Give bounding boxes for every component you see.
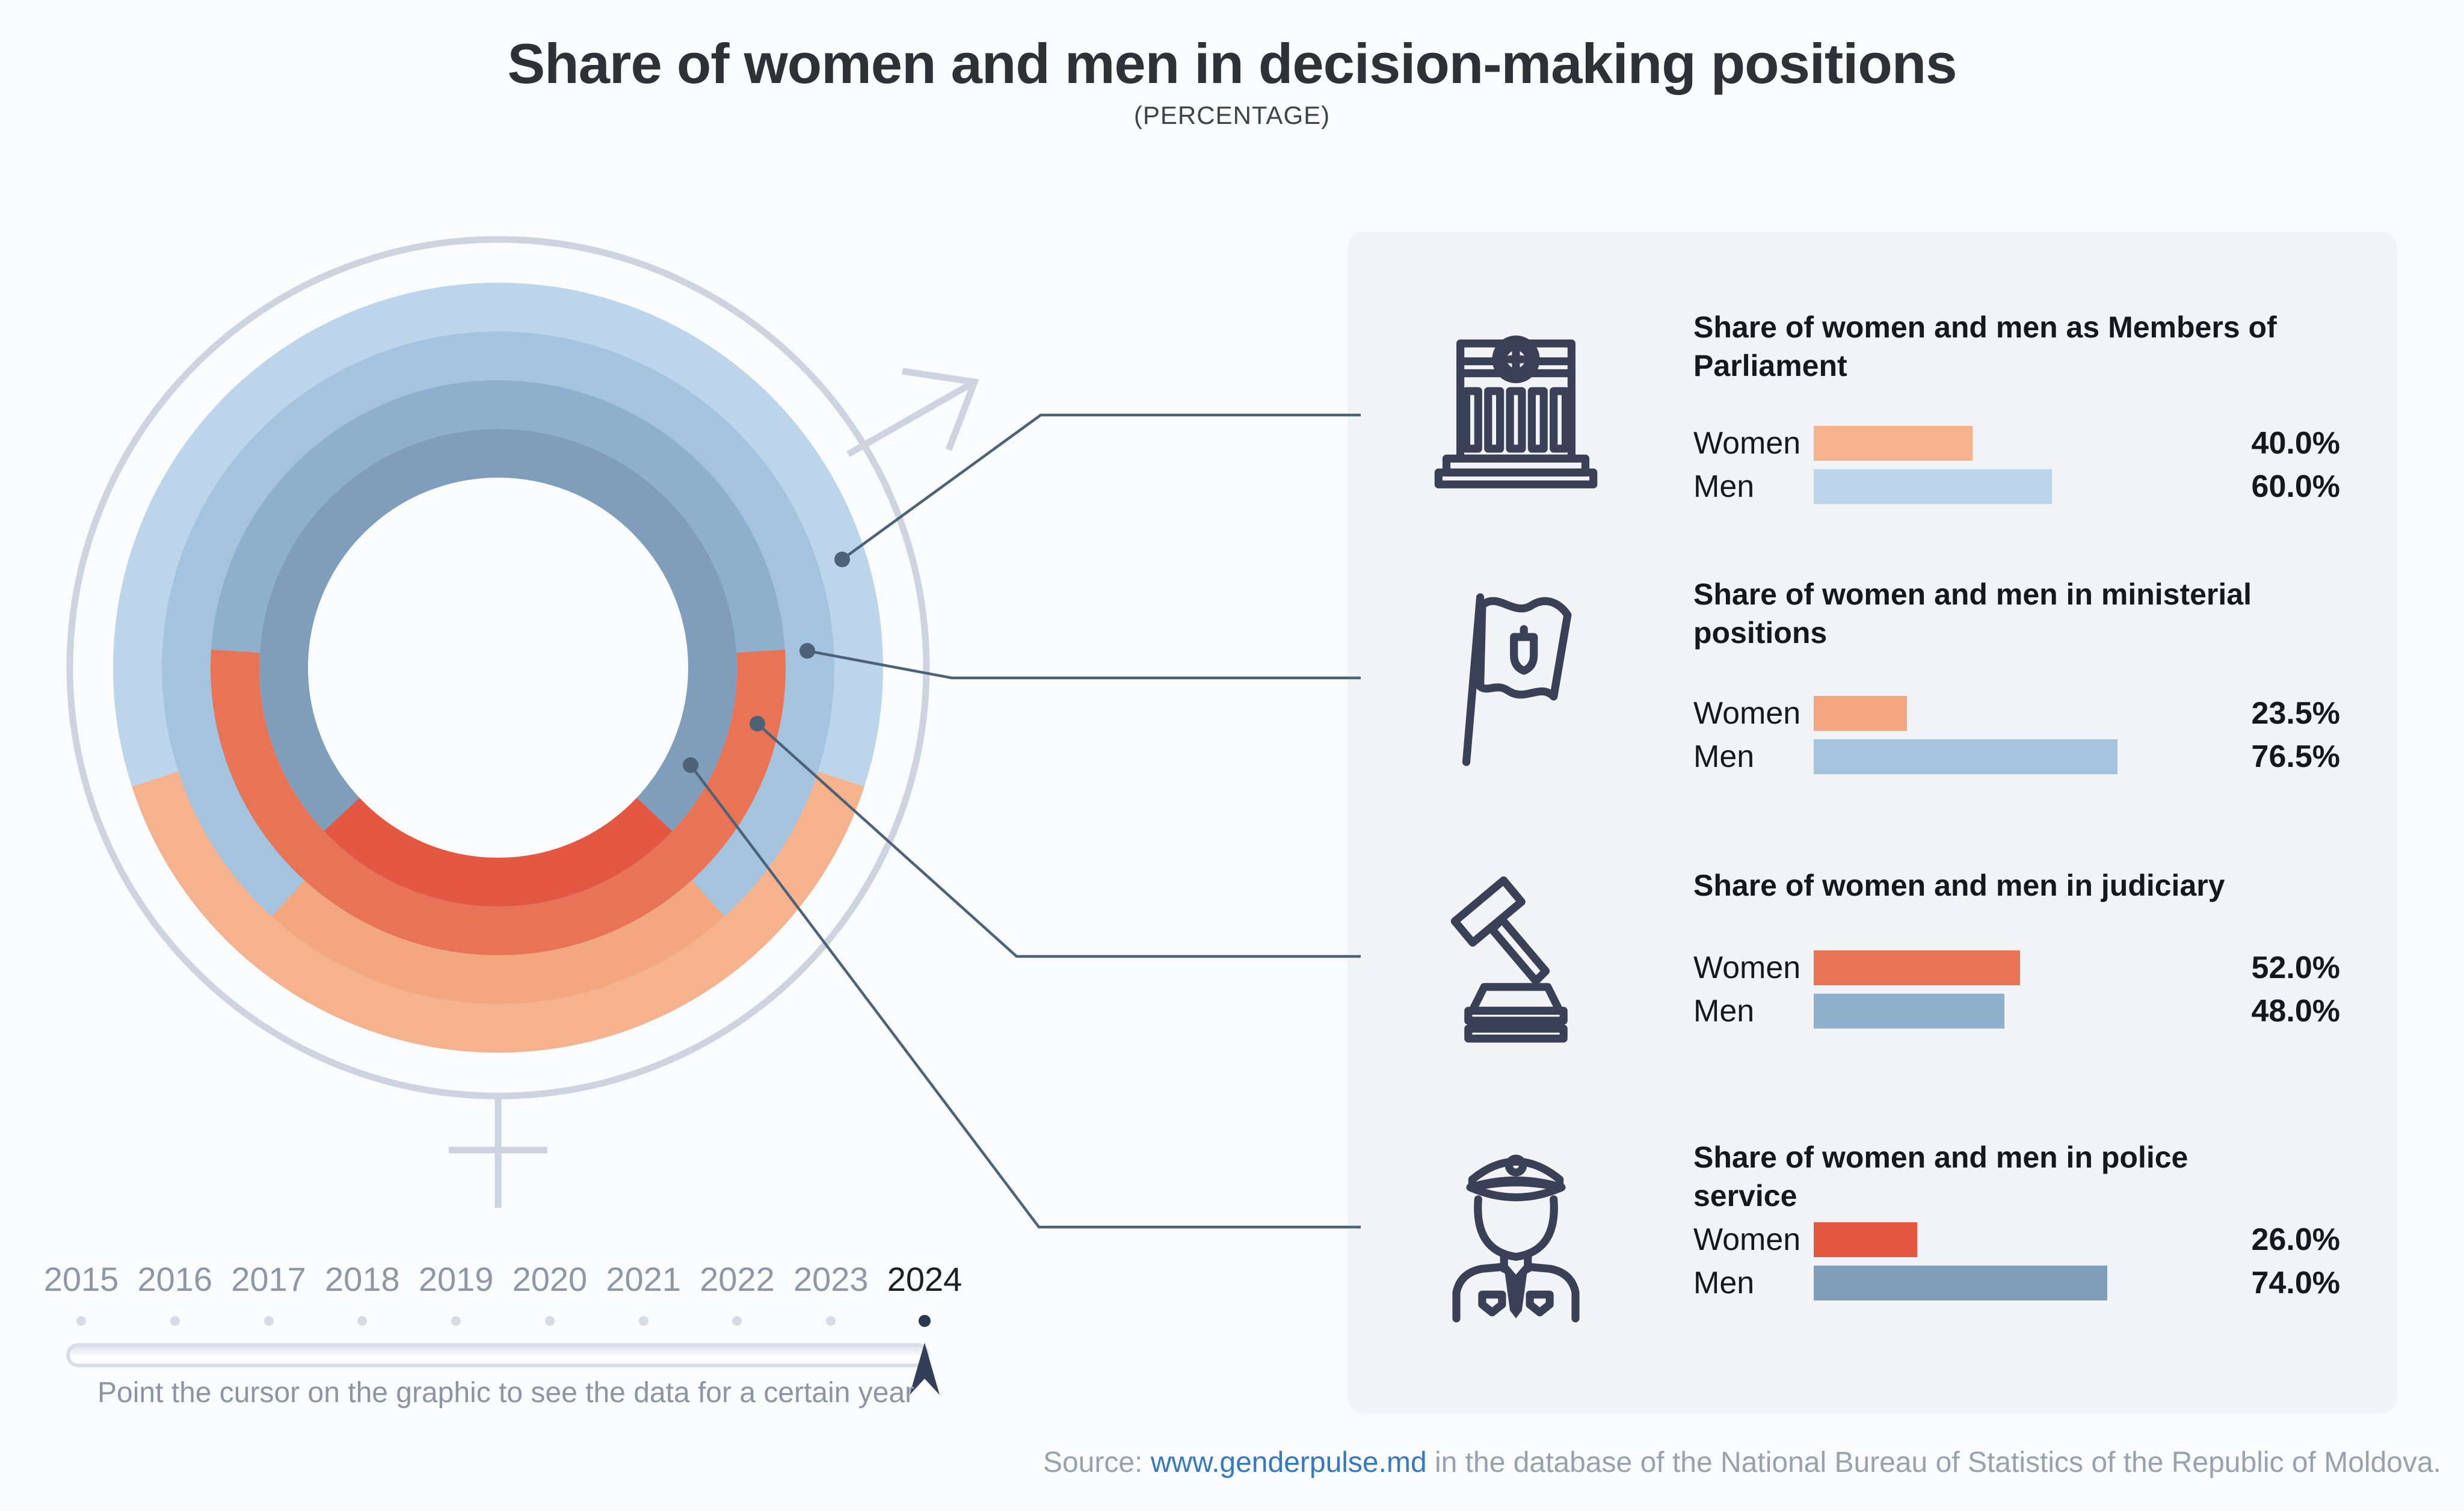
source-link[interactable]: www.genderpulse.md <box>1150 1447 1427 1479</box>
women-bar-0 <box>1814 426 1973 461</box>
source-prefix: Source: <box>1043 1447 1151 1479</box>
page-subtitle: (PERCENTAGE) <box>1133 101 1331 129</box>
timeline-year-2017[interactable]: 2017 <box>231 1260 306 1298</box>
women-bar-1 <box>1814 696 1908 731</box>
ring-men-1[interactable] <box>162 331 834 1004</box>
timeline-dot-2020[interactable] <box>544 1316 555 1326</box>
timeline-dot-2024[interactable] <box>919 1315 931 1327</box>
male-arrow-head <box>902 368 979 451</box>
women-label-2: Women <box>1693 950 1801 985</box>
timeline-year-2019[interactable]: 2019 <box>418 1260 494 1298</box>
timeline-dot-2021[interactable] <box>638 1316 648 1326</box>
gavel-icon <box>1417 856 1615 1054</box>
male-arrow-shaft <box>846 379 976 457</box>
women-value-1: 23.5% <box>2251 696 2340 731</box>
men-value-3: 74.0% <box>2251 1266 2340 1300</box>
ring-women-2[interactable] <box>211 650 786 955</box>
men-value-1: 76.5% <box>2251 739 2340 774</box>
parliament-icon <box>1417 304 1615 502</box>
callout-line-2 <box>756 722 1361 958</box>
section-title-1: Share of women and men in ministerial po… <box>1693 577 2252 650</box>
callout-line-0 <box>841 413 1361 561</box>
police-icon <box>1417 1128 1615 1326</box>
section-title-3: Share of women and men in police service <box>1693 1140 2188 1213</box>
men-label-0: Men <box>1693 469 1755 504</box>
men-bar-1 <box>1814 739 2118 774</box>
ring-men-0[interactable] <box>113 283 883 1053</box>
timeline-dot-2017[interactable] <box>263 1316 274 1326</box>
ring-women-1[interactable] <box>271 880 725 1004</box>
men-value-0: 60.0% <box>2251 469 2340 504</box>
callout-dot-0 <box>834 552 850 567</box>
callout-line-3 <box>689 764 1361 1229</box>
men-label-3: Men <box>1693 1266 1755 1300</box>
slider-track[interactable] <box>66 1343 929 1367</box>
women-label-0: Women <box>1693 426 1801 461</box>
timeline-year-2021[interactable]: 2021 <box>606 1260 681 1298</box>
callout-dot-1 <box>799 643 815 659</box>
women-label-1: Women <box>1693 696 1801 731</box>
slider-cursor-icon[interactable] <box>908 1341 941 1397</box>
timeline-year-2022[interactable]: 2022 <box>700 1260 775 1298</box>
women-bar-2 <box>1814 950 2021 985</box>
women-value-3: 26.0% <box>2251 1222 2340 1257</box>
men-bar-3 <box>1814 1266 2108 1300</box>
source-line: Source: www.genderpulse.md in the databa… <box>0 1446 2441 1479</box>
ring-women-0[interactable] <box>132 771 864 1053</box>
men-bar-0 <box>1814 469 2052 504</box>
men-value-2: 48.0% <box>2251 994 2340 1029</box>
men-label-2: Men <box>1693 994 1755 1029</box>
ring-women-3[interactable] <box>324 798 673 906</box>
source-suffix: in the database of the National Bureau o… <box>1426 1447 2441 1479</box>
timeline-year-2020[interactable]: 2020 <box>512 1260 588 1298</box>
gender-symbol-circle <box>66 236 930 1100</box>
timeline-dot-2023[interactable] <box>826 1316 836 1326</box>
flag-icon <box>1417 577 1615 776</box>
callout-dot-3 <box>683 757 698 773</box>
timeline-dot-2015[interactable] <box>76 1316 86 1326</box>
page-title: Share of women and men in decision-makin… <box>507 32 1957 95</box>
timeline-dot-2016[interactable] <box>170 1316 180 1326</box>
women-label-3: Women <box>1693 1222 1801 1257</box>
timeline-year-2023[interactable]: 2023 <box>793 1260 869 1298</box>
timeline-dot-2022[interactable] <box>732 1316 742 1326</box>
timeline-hint: Point the cursor on the graphic to see t… <box>97 1377 915 1409</box>
timeline-dot-2018[interactable] <box>357 1316 368 1326</box>
ring-men-2[interactable] <box>211 380 786 955</box>
women-bar-3 <box>1814 1222 1917 1257</box>
men-label-1: Men <box>1693 739 1755 774</box>
timeline-dot-2019[interactable] <box>451 1316 461 1326</box>
men-bar-2 <box>1814 994 2004 1029</box>
section-title-2: Share of women and men in judiciary <box>1693 869 2225 902</box>
women-value-0: 40.0% <box>2251 426 2340 461</box>
section-title-0: Share of women and men as Members of Par… <box>1693 310 2277 383</box>
timeline-year-2024[interactable]: 2024 <box>887 1260 962 1298</box>
women-value-2: 52.0% <box>2251 950 2340 985</box>
callout-dot-2 <box>750 716 765 731</box>
callout-line-1 <box>807 649 1361 680</box>
ring-men-3[interactable] <box>259 429 737 906</box>
timeline-year-2015[interactable]: 2015 <box>43 1260 119 1298</box>
timeline-year-2016[interactable]: 2016 <box>137 1260 213 1298</box>
timeline-year-2018[interactable]: 2018 <box>325 1260 400 1298</box>
